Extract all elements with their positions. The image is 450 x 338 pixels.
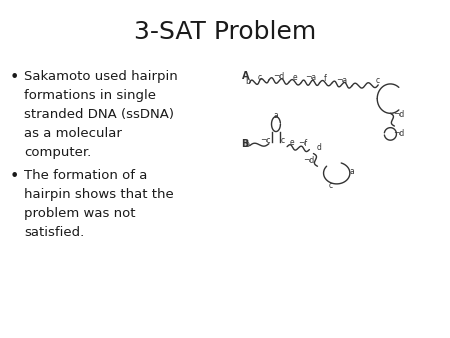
- Text: c: c: [258, 73, 262, 81]
- Text: f: f: [324, 74, 327, 82]
- Text: ¬d: ¬d: [274, 72, 284, 81]
- Text: ¬d: ¬d: [393, 129, 404, 139]
- Text: as a molecular: as a molecular: [24, 127, 122, 140]
- Text: computer.: computer.: [24, 146, 91, 159]
- Text: problem was not: problem was not: [24, 207, 135, 220]
- Text: d: d: [317, 143, 322, 152]
- Text: b: b: [245, 77, 250, 87]
- Text: •: •: [10, 70, 19, 85]
- Text: ¬d: ¬d: [393, 110, 404, 119]
- Text: The formation of a: The formation of a: [24, 169, 148, 182]
- Text: c: c: [281, 136, 285, 145]
- Text: •: •: [10, 169, 19, 184]
- Text: b: b: [244, 140, 249, 149]
- Text: c: c: [328, 182, 333, 190]
- Text: ¬a: ¬a: [336, 76, 347, 85]
- Text: ¬c: ¬c: [261, 136, 271, 145]
- Text: Sakamoto used hairpin: Sakamoto used hairpin: [24, 70, 178, 83]
- Text: A: A: [242, 71, 249, 81]
- Text: a: a: [350, 167, 354, 176]
- Text: c: c: [375, 76, 379, 85]
- Text: 3-SAT Problem: 3-SAT Problem: [134, 20, 316, 44]
- Text: a: a: [274, 111, 279, 120]
- Text: ¬d: ¬d: [303, 156, 314, 165]
- Text: B: B: [242, 139, 249, 149]
- Text: ¬a: ¬a: [305, 73, 316, 82]
- Text: ¬f: ¬f: [298, 139, 307, 148]
- Text: hairpin shows that the: hairpin shows that the: [24, 188, 174, 201]
- Text: stranded DNA (ssDNA): stranded DNA (ssDNA): [24, 108, 174, 121]
- Text: satisfied.: satisfied.: [24, 226, 84, 239]
- Text: e: e: [293, 73, 297, 82]
- Text: e: e: [290, 138, 294, 147]
- Text: formations in single: formations in single: [24, 89, 156, 102]
